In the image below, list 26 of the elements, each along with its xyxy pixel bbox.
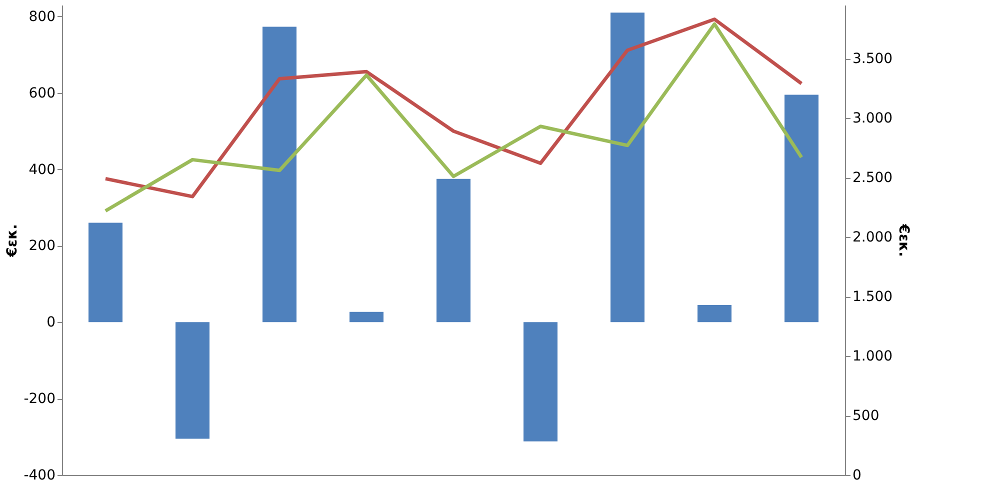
y-axis-title: €εκ. [4,224,21,258]
y-tick-label: 200 [28,238,56,254]
bar [350,312,384,322]
y2-tick-label: 1.000 [852,348,893,365]
y-tick-label: 400 [28,162,56,178]
y2-tick-label: 3.000 [852,110,893,127]
bar [698,304,732,322]
y2-tick-label: 2.000 [852,230,893,246]
bar [524,322,558,442]
bar [176,322,210,439]
y-tick-label: 0 [46,314,56,331]
y-tick-label: 800 [28,8,56,25]
bar [784,94,818,322]
bar [262,26,296,322]
y2-tick-label: 1.500 [852,289,893,306]
y-tick-label: -200 [24,391,56,408]
y2-tick-label: 2.500 [852,170,893,186]
y-tick-label: 600 [28,85,56,102]
bar [610,12,644,322]
y-tick-label: -400 [24,468,56,484]
y2-tick-label: 500 [852,408,880,424]
y2-tick-label: 0 [852,468,862,484]
y2-axis-title: €εκ. [896,223,912,257]
bar [88,222,122,322]
y2-tick-label: 3.500 [852,51,893,68]
bar [436,178,470,322]
